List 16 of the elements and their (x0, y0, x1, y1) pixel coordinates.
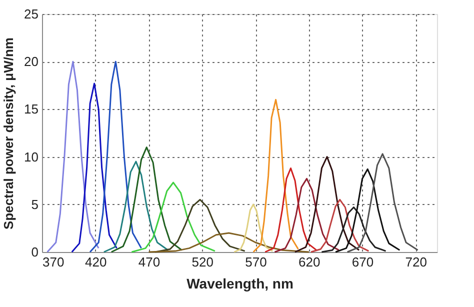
y-axis-title: Spectral power density, μW/nm (1, 38, 16, 230)
y-tick-label: 25 (24, 6, 38, 22)
x-tick-label: 670 (352, 254, 374, 270)
x-tick-label: 620 (298, 254, 320, 270)
y-tick-label: 15 (24, 102, 38, 117)
x-tick-label: 470 (138, 254, 160, 270)
y-tick-label: 10 (24, 149, 38, 164)
x-tick-label: 570 (245, 254, 267, 270)
y-tick-label: 0 (31, 244, 38, 260)
x-tick-label: 420 (85, 254, 107, 270)
x-tick-label: 520 (192, 254, 214, 270)
x-tick-label: 370 (42, 254, 64, 270)
x-axis-title: Wavelength, nm (186, 276, 294, 292)
y-tick-label: 20 (24, 54, 38, 70)
y-tick-label: 5 (31, 196, 38, 212)
x-tick-label: 720 (405, 254, 427, 270)
